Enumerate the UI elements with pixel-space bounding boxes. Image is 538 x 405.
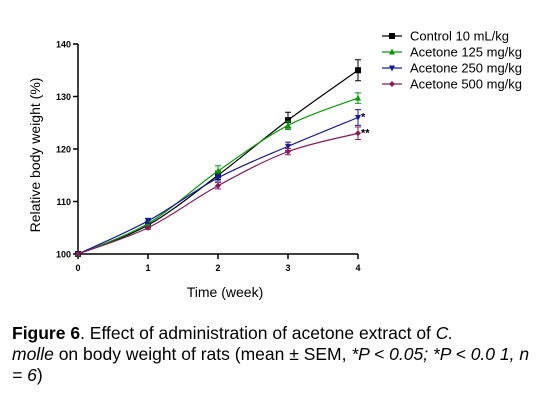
x-tick-label: 1 bbox=[145, 263, 150, 273]
y-tick-label: 140 bbox=[56, 40, 71, 50]
y-tick-label: 120 bbox=[56, 145, 71, 155]
y-tick-label: 100 bbox=[56, 250, 71, 260]
y-axis-label: Relative body weight (%) bbox=[27, 78, 43, 233]
series-4-point bbox=[215, 182, 221, 189]
series-4-point bbox=[355, 130, 361, 137]
series-1-line bbox=[77, 69, 359, 255]
y-tick-label: 130 bbox=[56, 92, 71, 102]
series-2-legend-label: Acetone 125 mg/kg bbox=[410, 45, 522, 60]
significance-annotation: * bbox=[361, 112, 366, 124]
series-4-point bbox=[75, 251, 81, 257]
caption-text-3: ) bbox=[36, 365, 43, 385]
x-tick-label: 4 bbox=[355, 263, 360, 273]
x-tick-label: 0 bbox=[75, 263, 80, 273]
series-2-point bbox=[215, 167, 221, 174]
series-3-point bbox=[215, 175, 221, 182]
series-1-point bbox=[285, 117, 291, 124]
series-3-point bbox=[285, 143, 291, 150]
series-3-point bbox=[145, 218, 151, 225]
series-1-legend-marker bbox=[389, 33, 395, 39]
series-4-point bbox=[285, 148, 291, 155]
series-4-point bbox=[145, 224, 151, 231]
caption-species-2: molle bbox=[12, 344, 54, 364]
caption-label: Figure 6 bbox=[12, 323, 81, 343]
caption-text-1: . Effect of administration of acetone ex… bbox=[80, 323, 436, 343]
caption-stat: *P < 0.05; *P < 0.0 1, n = 6 bbox=[12, 344, 530, 385]
x-tick-label: 3 bbox=[285, 263, 290, 273]
series-4-line bbox=[77, 132, 359, 255]
chart-plot-area: *** bbox=[75, 59, 370, 258]
chart-axes: 100 110 120 130 140 0 1 2 3 4 bbox=[56, 40, 361, 274]
series-2-point bbox=[355, 94, 361, 101]
significance-annotation: ** bbox=[361, 127, 370, 139]
caption-species-1: C. bbox=[435, 323, 454, 343]
figure-caption: Figure 6. Effect of administration of ac… bbox=[12, 323, 532, 386]
y-tick-label: 110 bbox=[56, 197, 71, 207]
series-3-point bbox=[355, 115, 361, 121]
x-tick-label: 2 bbox=[215, 263, 220, 273]
series-4-legend-label: Acetone 500 mg/kg bbox=[410, 77, 522, 92]
series-2-legend-marker bbox=[389, 48, 395, 55]
series-3-legend-marker bbox=[389, 65, 395, 72]
x-axis-label: Time (week) bbox=[187, 284, 264, 300]
series-3-legend-label: Acetone 250 mg/kg bbox=[410, 61, 522, 76]
series-1-point bbox=[355, 67, 361, 74]
series-4-legend-marker bbox=[389, 81, 395, 87]
series-1-legend-label: Control 10 mL/kg bbox=[410, 29, 509, 44]
caption-text-2: on body weight of rats (mean ± SEM, bbox=[53, 344, 352, 364]
series-2-point bbox=[285, 121, 291, 128]
